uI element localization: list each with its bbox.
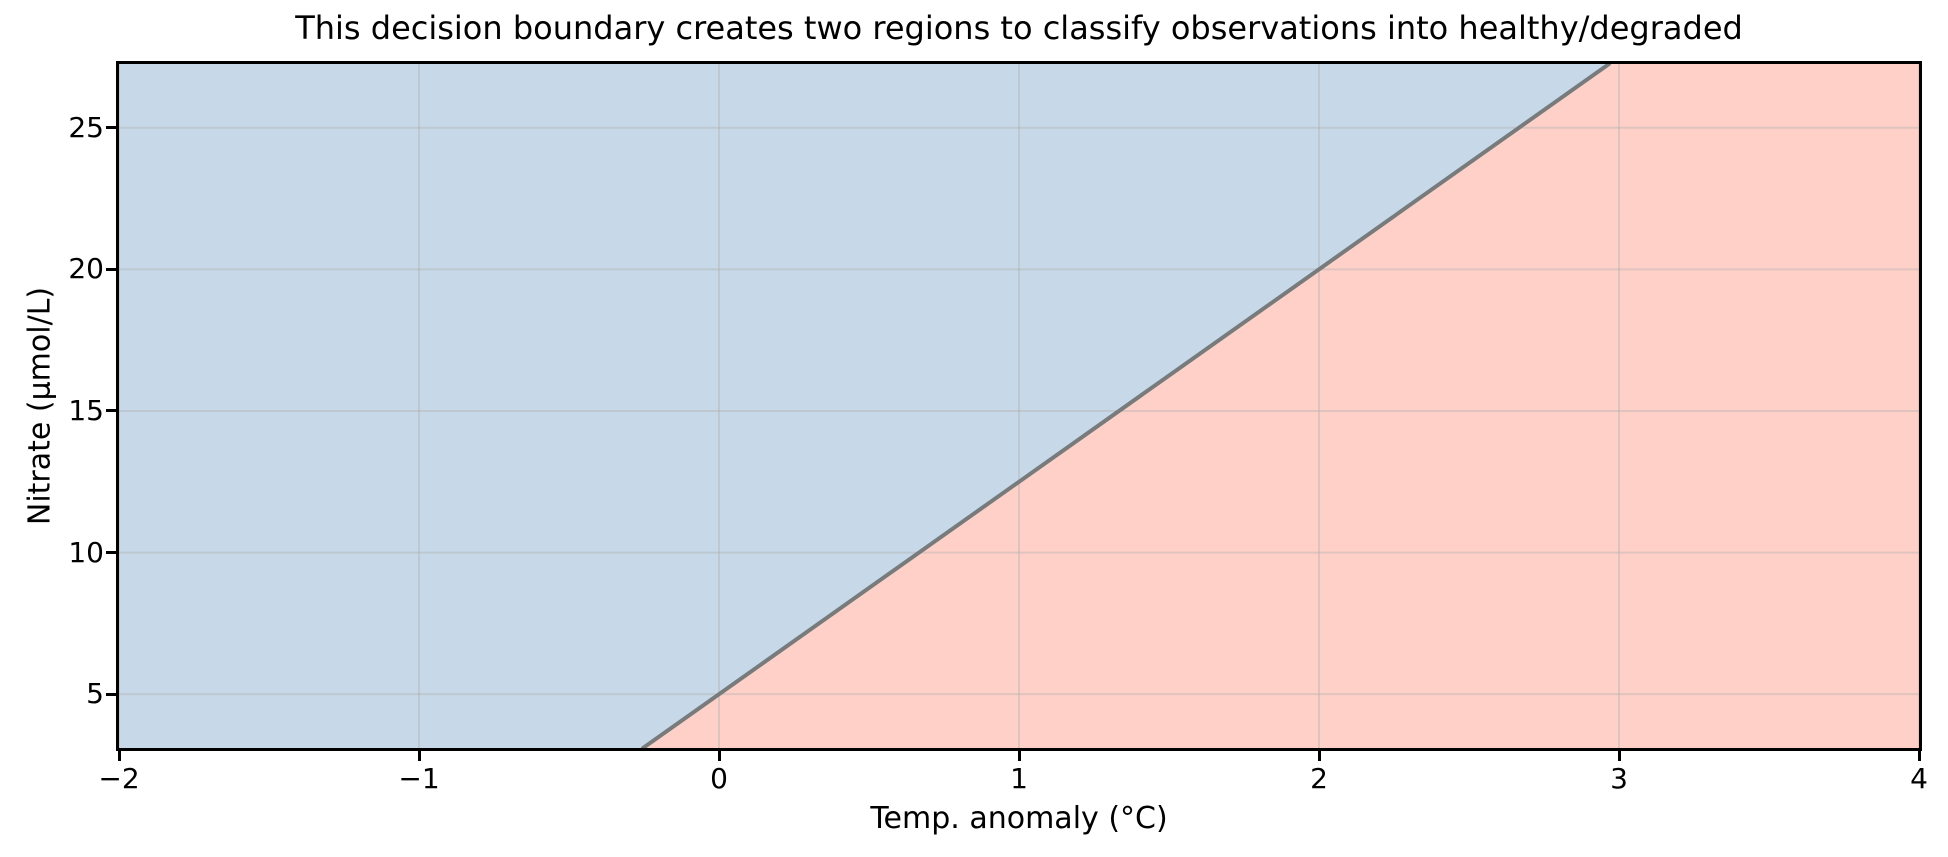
y-tick-label: 20 [68,252,104,286]
x-tick-label: 0 [710,762,728,795]
y-tick-label: 25 [68,110,104,144]
x-tick-mark [1317,751,1321,761]
x-tick-label: −1 [398,762,440,795]
chart-title: This decision boundary creates two regio… [295,9,1743,47]
y-tick-label: 15 [68,393,104,427]
x-tick-mark [1917,751,1921,761]
x-tick-mark [117,751,121,761]
x-tick-label: 3 [1610,762,1628,795]
x-tick-mark [417,751,421,761]
y-tick-mark [106,126,116,130]
x-tick-mark [1017,751,1021,761]
degraded-region [643,64,1919,748]
y-tick-label: 10 [68,535,104,569]
x-tick-label: 2 [1310,762,1328,795]
x-tick-mark [1617,751,1621,761]
x-tick-label: 1 [1010,762,1028,795]
x-axis-label: Temp. anomaly (°C) [870,801,1168,836]
x-tick-label: −2 [98,762,140,795]
y-tick-mark [106,551,116,555]
y-tick-mark [106,692,116,696]
x-tick-label: 4 [1910,762,1928,795]
x-tick-mark [717,751,721,761]
plot-area [119,64,1919,748]
decision-boundary-line [641,64,1611,748]
y-tick-mark [106,267,116,271]
y-tick-mark [106,409,116,413]
y-tick-label: 5 [86,677,104,711]
